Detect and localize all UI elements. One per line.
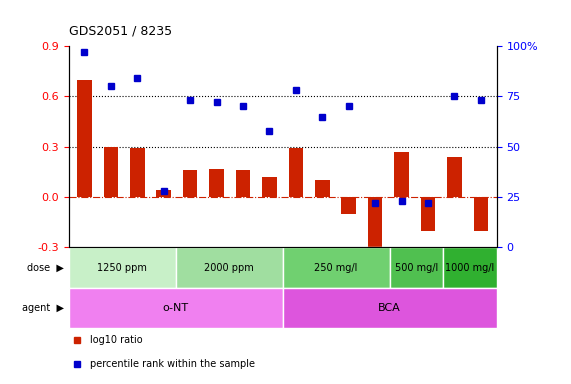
Bar <box>315 180 329 197</box>
Bar <box>283 288 497 328</box>
Bar <box>421 197 435 231</box>
Bar <box>447 157 462 197</box>
Bar <box>236 170 250 197</box>
Bar <box>130 149 144 197</box>
Bar <box>69 288 283 328</box>
Bar <box>341 197 356 214</box>
Text: log10 ratio: log10 ratio <box>90 335 143 345</box>
Bar <box>443 247 497 288</box>
Bar <box>183 170 198 197</box>
Text: 1250 ppm: 1250 ppm <box>97 263 147 273</box>
Text: GDS2051 / 8235: GDS2051 / 8235 <box>69 25 172 38</box>
Text: 500 mg/l: 500 mg/l <box>395 263 438 273</box>
Text: percentile rank within the sample: percentile rank within the sample <box>90 359 255 369</box>
Bar <box>262 177 277 197</box>
Text: agent  ▶: agent ▶ <box>22 303 64 313</box>
Text: dose  ▶: dose ▶ <box>27 263 64 273</box>
Bar <box>103 147 118 197</box>
Text: BCA: BCA <box>379 303 401 313</box>
Bar <box>77 79 92 197</box>
Bar <box>283 247 389 288</box>
Bar <box>176 247 283 288</box>
Bar <box>368 197 383 253</box>
Bar <box>395 152 409 197</box>
Bar <box>288 149 303 197</box>
Text: 1000 mg/l: 1000 mg/l <box>445 263 494 273</box>
Bar <box>156 190 171 197</box>
Bar <box>69 247 176 288</box>
Text: 2000 ppm: 2000 ppm <box>204 263 254 273</box>
Text: 250 mg/l: 250 mg/l <box>315 263 358 273</box>
Bar <box>210 169 224 197</box>
Text: o-NT: o-NT <box>163 303 188 313</box>
Bar <box>473 197 488 231</box>
Bar <box>389 247 443 288</box>
